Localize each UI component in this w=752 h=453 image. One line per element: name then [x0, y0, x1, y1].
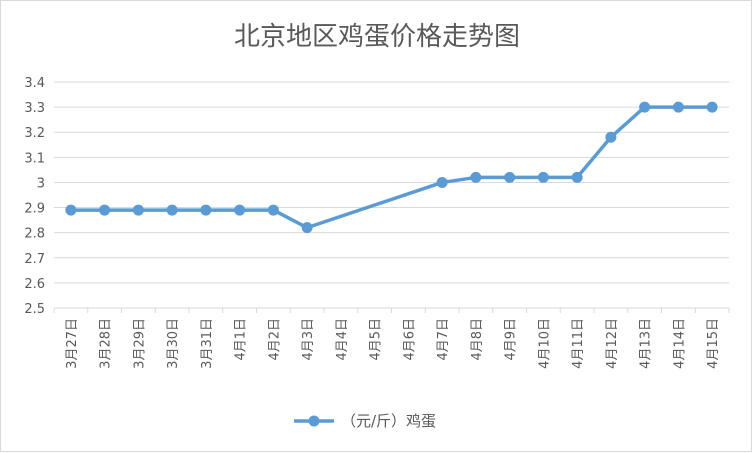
x-tick-label: 3月28日 [99, 318, 114, 369]
legend-dot-marker [308, 415, 320, 427]
y-tick-label: 2.6 [24, 277, 45, 292]
data-point [639, 101, 651, 113]
x-tick-label: 4月8日 [470, 318, 485, 361]
x-tick-label: 3月29日 [132, 318, 147, 369]
data-point [234, 204, 246, 216]
x-tick-label: 4月6日 [402, 318, 417, 361]
data-point [537, 171, 549, 183]
x-tick-label: 4月13日 [639, 318, 654, 369]
y-tick-label: 3.3 [24, 101, 45, 116]
x-tick-label: 4月9日 [504, 318, 519, 361]
data-point [504, 171, 516, 183]
data-point [166, 204, 178, 216]
x-tick-label: 4月5日 [369, 318, 384, 361]
series-layer [65, 101, 718, 234]
data-point [706, 101, 718, 113]
x-tick-label: 3月27日 [65, 318, 80, 369]
data-point [605, 131, 617, 143]
data-point [267, 204, 279, 216]
x-tick-label: 4月12日 [605, 318, 620, 369]
x-tick-label: 4月15日 [706, 318, 721, 369]
x-tick-label: 4月7日 [436, 318, 451, 361]
x-tick-label: 4月1日 [234, 318, 249, 361]
x-tick-label: 4月4日 [335, 318, 350, 361]
x-tick-label: 4月2日 [267, 318, 282, 361]
chart-title: 北京地区鸡蛋价格走势图 [234, 22, 520, 52]
data-point [200, 204, 212, 216]
x-tick-label: 3月30日 [166, 318, 181, 369]
y-tick-label: 3 [37, 176, 45, 191]
gridlines [54, 81, 729, 309]
y-tick-label: 2.7 [24, 252, 45, 267]
data-point [301, 222, 313, 234]
x-tick-label: 3月31日 [200, 318, 215, 369]
y-axis: 2.5 2.6 2.7 2.8 2.9 3 3.1 3.2 3.3 3.4 [24, 76, 45, 317]
y-tick-label: 3.4 [24, 76, 45, 91]
x-tick-label: 4月11日 [571, 318, 586, 369]
y-tick-label: 2.9 [24, 202, 45, 217]
x-tick-label: 4月3日 [301, 318, 316, 361]
data-point [672, 101, 684, 113]
data-point [65, 204, 77, 216]
y-tick-label: 2.5 [24, 302, 45, 317]
x-tick-label: 4月14日 [672, 318, 687, 369]
legend: （元/斤）鸡蛋 [294, 412, 436, 430]
data-point [132, 204, 144, 216]
data-point [436, 176, 448, 188]
y-tick-label: 3.1 [24, 151, 45, 166]
data-point [470, 171, 482, 183]
y-tick-label: 3.2 [24, 126, 45, 141]
x-tick-label: 4月10日 [537, 318, 552, 369]
x-axis: 3月27日 3月28日 3月29日 3月30日 3月31日 4月1日 4月2日 4月3日 4月4… [53, 308, 730, 369]
data-point [99, 204, 111, 216]
y-tick-label: 2.8 [24, 227, 45, 242]
legend-label: （元/斤）鸡蛋 [341, 412, 436, 430]
data-point [571, 171, 583, 183]
